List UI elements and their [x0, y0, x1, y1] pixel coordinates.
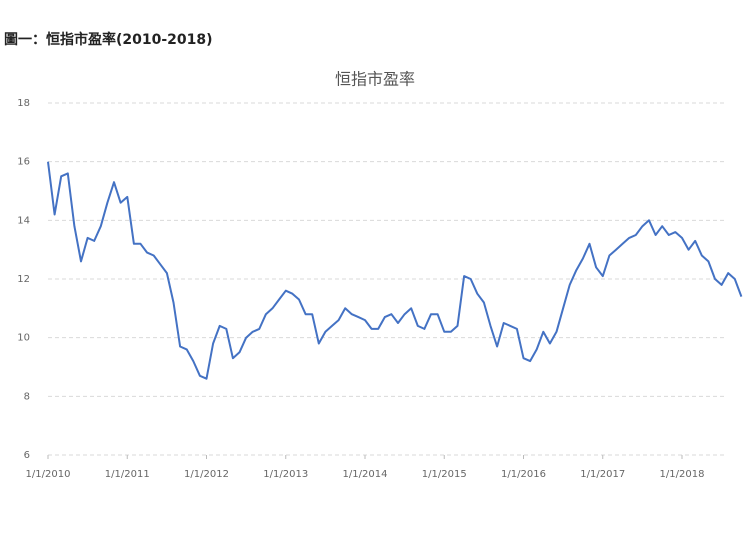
y-tick-label: 16 [17, 157, 30, 168]
y-tick-label: 18 [17, 98, 30, 109]
x-tick-label: 1/1/2010 [26, 469, 71, 480]
y-tick-label: 6 [24, 450, 30, 461]
x-tick-label: 1/1/2015 [422, 469, 467, 480]
y-tick-label: 10 [17, 333, 30, 344]
x-tick-label: 1/1/2011 [105, 469, 150, 480]
heading: 圖一：恒指市盈率(2010-2018) [4, 31, 213, 48]
x-tick-label: 1/1/2012 [184, 469, 229, 480]
x-tick-label: 1/1/2016 [501, 469, 546, 480]
x-tick-label: 1/1/2013 [263, 469, 308, 480]
x-tick-label: 1/1/2017 [580, 469, 625, 480]
chart-title: 恒指市盈率 [335, 70, 415, 89]
x-tick-label: 1/1/2018 [660, 469, 705, 480]
x-tick-label: 1/1/2014 [343, 469, 388, 480]
y-tick-label: 14 [17, 215, 30, 226]
y-tick-label: 8 [24, 391, 30, 402]
series-line [47, 161, 743, 380]
y-tick-label: 12 [17, 274, 30, 285]
